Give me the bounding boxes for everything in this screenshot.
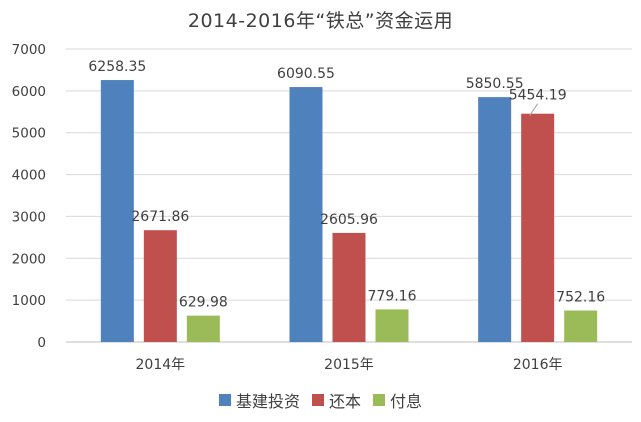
x-tick-label: 2014年 xyxy=(136,357,186,373)
bar-0-0 xyxy=(100,80,134,343)
data-label: 629.98 xyxy=(179,295,228,311)
chart-title: 2014-2016年“铁总”资金运用 xyxy=(187,10,454,32)
legend-item: 还本 xyxy=(311,388,361,412)
data-label: 6258.35 xyxy=(88,59,146,75)
bar-1-2 xyxy=(521,113,555,343)
data-label: 2671.86 xyxy=(131,209,189,225)
y-tick-label: 5000 xyxy=(12,126,46,142)
data-label: 6090.55 xyxy=(277,66,335,82)
data-label: 2605.96 xyxy=(320,212,378,228)
y-tick-label: 1000 xyxy=(12,293,46,309)
bar-0-2 xyxy=(478,97,512,342)
legend-label: 付息 xyxy=(390,392,423,411)
bar-2-2 xyxy=(564,310,598,342)
bar-2-1 xyxy=(375,309,409,342)
legend-item: 付息 xyxy=(373,388,422,412)
data-label: 5454.19 xyxy=(509,88,567,104)
data-label: 752.16 xyxy=(556,290,605,306)
bar-1-1 xyxy=(332,232,366,342)
y-tick-label: 7000 xyxy=(12,42,46,58)
y-tick-label: 6000 xyxy=(12,84,46,100)
bar-2-0 xyxy=(186,315,220,342)
data-label-leader xyxy=(529,103,539,116)
y-tick-label: 2000 xyxy=(12,251,46,267)
x-tick-label: 2015年 xyxy=(324,357,374,373)
legend-swatch xyxy=(373,394,385,406)
bar-1-0 xyxy=(143,230,177,342)
y-tick-label: 4000 xyxy=(12,168,46,184)
legend-swatch xyxy=(311,394,324,406)
legend-swatch xyxy=(218,394,231,406)
bar-0-1 xyxy=(289,87,323,342)
legend-label: 基建投资 xyxy=(235,392,300,411)
legend-item: 基建投资 xyxy=(218,388,300,412)
x-tick-label: 2016年 xyxy=(513,357,563,373)
data-label: 5850.55 xyxy=(466,76,524,92)
y-tick-label: 0 xyxy=(37,335,46,351)
chart-legend: 基建投资 还本 付息 xyxy=(0,388,641,412)
legend-label: 还本 xyxy=(328,392,361,411)
data-label: 779.16 xyxy=(368,288,417,304)
y-tick-label: 3000 xyxy=(12,209,46,225)
